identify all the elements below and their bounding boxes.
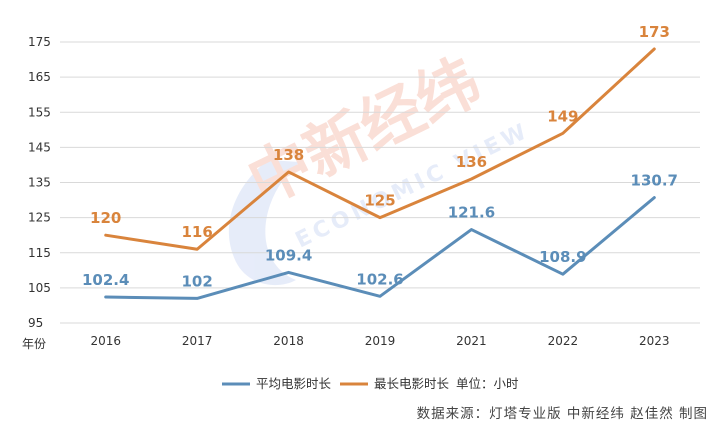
data-label: 125: [364, 192, 395, 210]
data-labels: 102.4 102 109.4 102.6 121.6 108.9 130.7 120 116 1…: [82, 23, 678, 290]
x-axis-label: 年份: [22, 337, 46, 351]
data-label: 102.6: [356, 270, 403, 288]
y-tick-label: 135: [28, 176, 51, 190]
x-tick-label: 2021: [456, 334, 487, 348]
data-label: 130.7: [631, 172, 678, 190]
legend: 平均电影时长 最长电影时长 单位：小时: [222, 376, 519, 391]
gridlines: [60, 41, 700, 324]
x-axis-ticks: 2016 2017 2018 2019 2021 2022 2023: [90, 334, 669, 348]
y-tick-label: 115: [28, 246, 51, 260]
y-tick-label: 105: [28, 281, 51, 295]
data-label: 136: [456, 153, 487, 171]
y-tick-label: 125: [28, 211, 51, 225]
unit-label: 单位：小时: [456, 376, 519, 391]
series-line-1: [104, 196, 656, 300]
data-label: 116: [181, 223, 212, 241]
series-lines: [104, 47, 656, 300]
legend-label-1: 平均电影时长: [256, 376, 332, 391]
data-label: 121.6: [448, 204, 495, 222]
x-tick-label: 2016: [90, 334, 121, 348]
y-tick-label: 145: [28, 140, 51, 154]
data-label: 109.4: [265, 246, 312, 264]
data-label: 149: [547, 107, 578, 125]
y-tick-label: 175: [28, 35, 51, 49]
series-line-2: [104, 47, 656, 251]
data-label: 102: [181, 272, 212, 290]
y-axis-ticks: 95 105 115 125 135 145 155 165 175: [28, 35, 51, 330]
x-tick-label: 2018: [273, 334, 304, 348]
y-tick-label: 95: [28, 316, 43, 330]
x-tick-label: 2017: [182, 334, 213, 348]
data-label: 120: [90, 209, 121, 227]
x-tick-label: 2022: [548, 334, 579, 348]
data-label: 173: [639, 23, 670, 41]
y-tick-label: 155: [28, 105, 51, 119]
data-label: 138: [273, 146, 304, 164]
data-label: 102.4: [82, 271, 129, 289]
data-label: 108.9: [539, 248, 586, 266]
source-note: 数据来源：灯塔专业版 中新经纬 赵佳然 制图: [417, 405, 708, 422]
y-tick-label: 165: [28, 70, 51, 84]
x-tick-label: 2019: [365, 334, 396, 348]
x-tick-label: 2023: [639, 334, 670, 348]
legend-label-2: 最长电影时长: [374, 376, 450, 391]
